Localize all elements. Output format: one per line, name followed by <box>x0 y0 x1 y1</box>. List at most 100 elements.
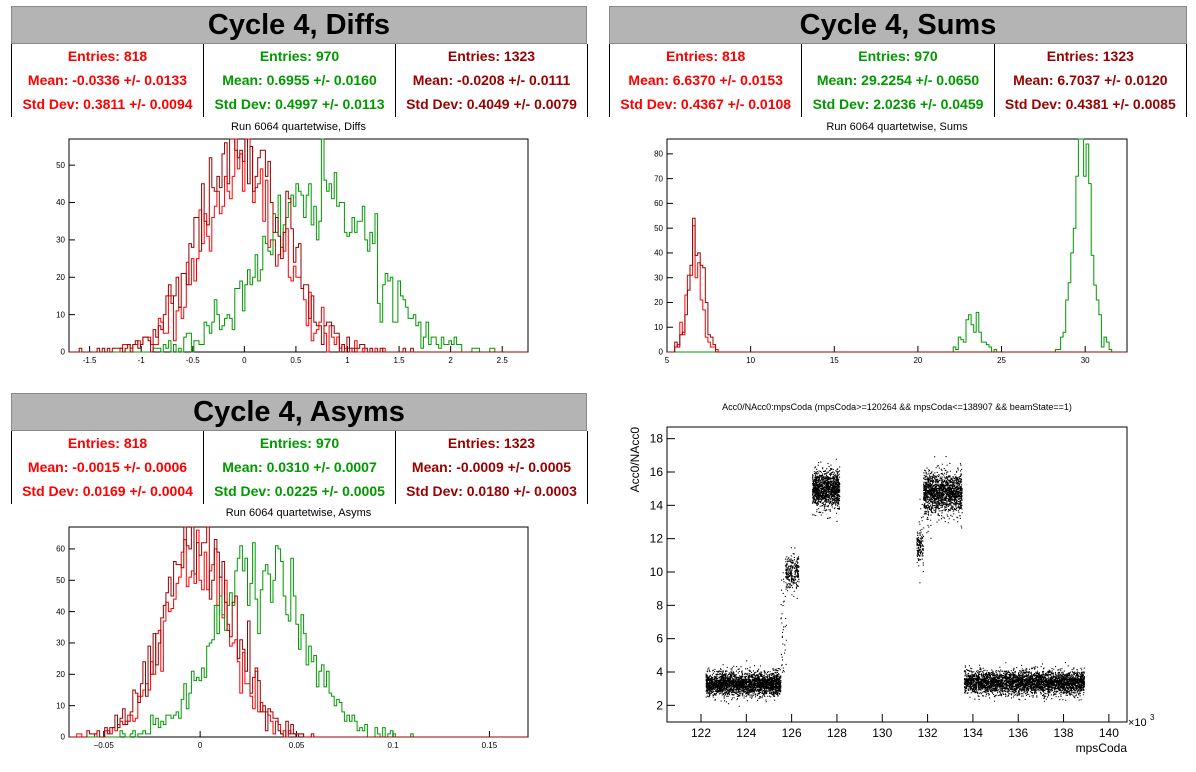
y-tick-label: 30 <box>654 273 663 282</box>
y-tick-label: 16 <box>650 465 664 479</box>
stat-entries: Entries: 818 <box>67 435 148 451</box>
y-tick-label: 12 <box>650 532 664 546</box>
stat-mean: Mean: -0.0208 +/- 0.0111 <box>412 72 571 88</box>
y-tick-label: 0 <box>659 348 664 357</box>
x-tick-label: 25 <box>997 356 1006 365</box>
stat-entries: Entries: 970 <box>858 48 938 64</box>
x-tick-label: -1 <box>138 356 146 365</box>
x-tick-label: 0.5 <box>290 356 302 365</box>
stat-entries: Entries: 1323 <box>1046 48 1134 64</box>
stat-std: Std Dev: 0.3811 +/- 0.0094 <box>22 96 193 112</box>
y-tick-label: 40 <box>654 249 663 258</box>
stat-entries: Entries: 970 <box>259 435 340 451</box>
y-tick-label: 10 <box>654 323 663 332</box>
stat-entries: Entries: 1323 <box>447 48 536 64</box>
stat-mean: Mean: -0.0336 +/- 0.0133 <box>27 72 188 88</box>
x-tick-label: 134 <box>963 726 983 740</box>
x-tick-label: 0 <box>242 356 247 365</box>
sums-stats-box: Entries: 818 Mean: 6.6370 +/- 0.0153 Std… <box>609 44 1187 117</box>
y-tick-label: 50 <box>56 576 65 585</box>
scatter-points <box>705 456 1085 707</box>
stat-entries: Entries: 970 <box>259 48 340 64</box>
asyms-stats-darkred: Entries: 1323 Mean: -0.0009 +/- 0.0005 S… <box>396 431 587 504</box>
stat-std: Std Dev: 0.0225 +/- 0.0005 <box>214 483 385 499</box>
diffs-histogram: -1.5 -1 -0.5 0 0.5 1 1.5 2 2.5 0 10 20 30 40 50 <box>56 138 529 365</box>
x-tick-label: 130 <box>872 726 892 740</box>
stat-mean: Mean: 29.2254 +/- 0.0650 <box>816 72 980 88</box>
y-tick-label: 80 <box>654 150 663 159</box>
y-tick-label: 8 <box>656 598 663 612</box>
x-tick-label: 1 <box>345 356 350 365</box>
histogram-series-darkred <box>667 217 1127 353</box>
x-tick-label: 124 <box>736 726 756 740</box>
histogram-series-green <box>69 138 528 353</box>
stat-mean: Mean: -0.0015 +/- 0.0006 <box>27 459 188 475</box>
diffs-stats-box: Entries: 818 Mean: -0.0336 +/- 0.0133 St… <box>11 44 588 117</box>
y-axis-label: Acc0/NAcc0 <box>628 427 642 493</box>
stat-mean: Mean: 0.6955 +/- 0.0160 <box>222 72 377 88</box>
stat-entries: Entries: 1323 <box>447 435 536 451</box>
histogram-series-darkred <box>69 138 528 353</box>
stat-entries: Entries: 818 <box>67 48 148 64</box>
plot-frame <box>68 138 529 353</box>
histogram-series-darkred <box>69 526 528 738</box>
x-tick-label: 15 <box>830 356 839 365</box>
sums-histogram: 5 10 15 20 25 30 0 10 20 30 40 50 60 70 80 <box>654 138 1128 365</box>
x-multiplier-exponent: 3 <box>1150 713 1155 722</box>
asyms-stats-green: Entries: 970 Mean: 0.0310 +/- 0.0007 Std… <box>204 431 396 504</box>
sums-stats-darkred: Entries: 1323 Mean: 6.7037 +/- 0.0120 St… <box>995 44 1186 117</box>
y-tick-label: 50 <box>654 224 663 233</box>
stat-std: Std Dev: 0.4997 +/- 0.0113 <box>214 96 385 112</box>
x-tick-label: 1.5 <box>394 356 406 365</box>
y-tick-label: 2 <box>656 698 663 712</box>
y-tick-label: 30 <box>56 639 65 648</box>
x-tick-label: 10 <box>746 356 755 365</box>
x-tick-label: -0.5 <box>186 356 200 365</box>
scatter-title: Acc0/NAcc0:mpsCoda (mpsCoda>=120264 && m… <box>722 402 1072 412</box>
asyms-histogram: −0.05 0 0.05 0.1 0.15 0 10 20 30 40 50 60 <box>56 526 529 750</box>
asyms-title: Cycle 4, Asyms <box>11 393 587 431</box>
stat-std: Std Dev: 0.4381 +/- 0.0085 <box>1004 96 1176 112</box>
sums-stats-green: Entries: 970 Mean: 29.2254 +/- 0.0650 St… <box>802 44 995 117</box>
stat-mean: Mean: 6.6370 +/- 0.0153 <box>628 72 783 88</box>
y-tick-label: 0 <box>61 348 66 357</box>
x-tick-label: 138 <box>1054 726 1074 740</box>
sums-run-label: Run 6064 quartetwise, Sums <box>826 121 968 133</box>
y-tick-label: 10 <box>56 310 65 319</box>
diffs-stats-green: Entries: 970 Mean: 0.6955 +/- 0.0160 Std… <box>204 44 396 117</box>
x-tick-label: 132 <box>918 726 938 740</box>
y-tick-label: 60 <box>56 545 65 554</box>
x-multiplier: ×10 <box>1128 717 1147 729</box>
stat-std: Std Dev: 0.0180 +/- 0.0003 <box>406 483 577 499</box>
stat-std: Std Dev: 0.4367 +/- 0.0108 <box>620 96 792 112</box>
sums-stats-red: Entries: 818 Mean: 6.6370 +/- 0.0153 Std… <box>610 44 803 117</box>
y-tick-label: 20 <box>56 670 65 679</box>
y-tick-label: 0 <box>61 733 66 742</box>
x-tick-label: 122 <box>691 726 711 740</box>
stat-entries: Entries: 818 <box>665 48 746 64</box>
asyms-run-label: Run 6064 quartetwise, Asyms <box>225 507 372 519</box>
diffs-title: Cycle 4, Diffs <box>11 6 587 44</box>
x-tick-label: −0.05 <box>94 741 115 750</box>
stat-std: Std Dev: 0.0169 +/- 0.0004 <box>22 483 193 499</box>
diffs-stats-red: Entries: 818 Mean: -0.0336 +/- 0.0133 St… <box>12 44 204 117</box>
y-tick-label: 10 <box>650 565 664 579</box>
y-tick-label: 20 <box>654 298 663 307</box>
x-tick-label: 0 <box>198 741 203 750</box>
sums-title: Cycle 4, Sums <box>609 6 1187 44</box>
y-tick-label: 10 <box>56 701 65 710</box>
histogram-series-green <box>69 542 528 738</box>
stat-std: Std Dev: 2.0236 +/- 0.0459 <box>812 96 984 112</box>
x-tick-label: 0.1 <box>387 741 399 750</box>
asyms-stats-red: Entries: 818 Mean: -0.0015 +/- 0.0006 St… <box>12 431 204 504</box>
y-tick-label: 30 <box>56 236 65 245</box>
x-tick-label: 0.05 <box>289 741 305 750</box>
y-tick-label: 20 <box>56 273 65 282</box>
x-tick-label: 30 <box>1081 356 1090 365</box>
y-tick-label: 70 <box>654 174 663 183</box>
x-axis-label: mpsCoda <box>1076 741 1128 755</box>
diffs-stats-darkred: Entries: 1323 Mean: -0.0208 +/- 0.0111 S… <box>396 44 587 117</box>
diffs-run-label: Run 6064 quartetwise, Diffs <box>231 121 366 133</box>
x-tick-label: 136 <box>1008 726 1028 740</box>
stat-mean: Mean: 6.7037 +/- 0.0120 <box>1013 72 1168 88</box>
